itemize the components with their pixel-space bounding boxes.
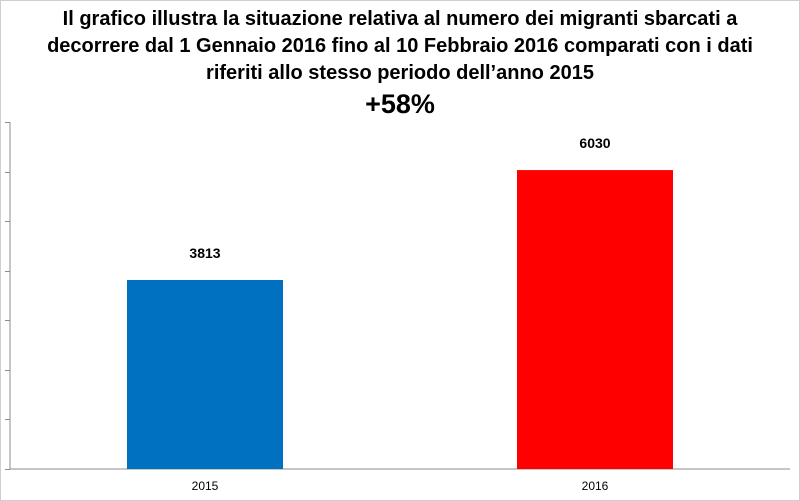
bar-2015 <box>127 279 283 469</box>
x-tick-label-2016: 2016 <box>582 479 609 493</box>
data-label-2016: 6030 <box>579 135 610 151</box>
y-axis-ticks <box>5 122 10 470</box>
bar-2016 <box>517 170 673 469</box>
data-label-2015: 3813 <box>189 245 220 261</box>
x-tick-label-2015: 2015 <box>192 479 219 493</box>
x-axis-tick-labels: 2015 2016 <box>192 479 609 493</box>
data-labels: 3813 6030 <box>189 135 610 261</box>
percent-change-label: +58% <box>365 89 435 119</box>
bars <box>127 170 673 469</box>
chart-title: Il grafico illustra la situazione relati… <box>47 8 753 84</box>
